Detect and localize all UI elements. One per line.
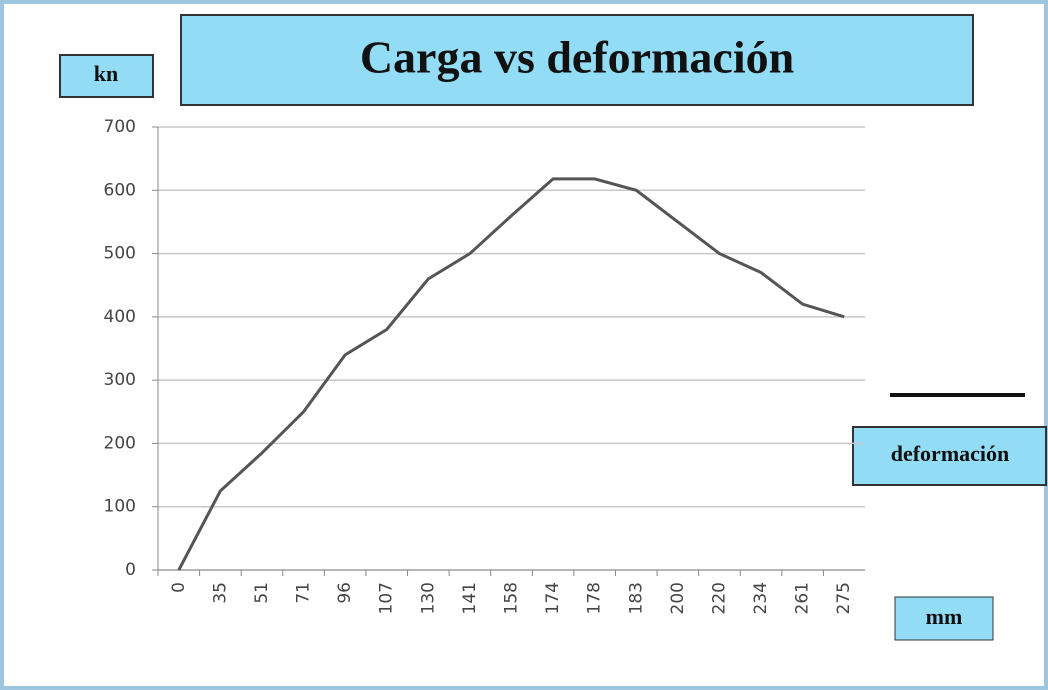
y-tick-label: 100 bbox=[104, 497, 136, 517]
y-tick-label: 700 bbox=[104, 117, 136, 137]
y-label-box bbox=[59, 54, 154, 98]
x-tick-label: 200 bbox=[668, 582, 688, 614]
x-tick-label: 96 bbox=[335, 582, 355, 604]
y-tick-label: 500 bbox=[104, 244, 136, 264]
y-tick-label: 400 bbox=[104, 307, 136, 327]
y-tick-label: 0 bbox=[125, 560, 136, 580]
x-tick-label: 174 bbox=[543, 582, 563, 614]
x-tick-label: 261 bbox=[793, 582, 813, 614]
legend-box bbox=[852, 426, 1047, 486]
y-tick-label: 200 bbox=[104, 433, 136, 453]
x-tick-label: 51 bbox=[252, 582, 272, 604]
x-tick-label: 158 bbox=[502, 582, 522, 614]
x-axis-label: mm bbox=[926, 604, 963, 629]
x-tick-label: 35 bbox=[210, 582, 230, 604]
y-axis-label: kn bbox=[94, 61, 118, 86]
data-line bbox=[177, 177, 845, 571]
x-tick-label: 178 bbox=[585, 582, 605, 614]
chart-title: Carga vs deformación bbox=[360, 32, 794, 83]
y-tick-label: 600 bbox=[104, 180, 136, 200]
x-tick-label: 234 bbox=[751, 582, 771, 614]
y-tick-label: 300 bbox=[104, 370, 136, 390]
x-tick-label: 183 bbox=[626, 582, 646, 614]
x-tick-label: 0 bbox=[169, 582, 189, 593]
x-tick-label: 220 bbox=[709, 582, 729, 614]
x-tick-label: 130 bbox=[418, 582, 438, 614]
x-tick-label: 107 bbox=[377, 582, 397, 614]
x-tick-label: 275 bbox=[834, 582, 854, 614]
x-label-box bbox=[894, 596, 994, 641]
x-tick-label: 141 bbox=[460, 582, 480, 614]
x-tick-label: 71 bbox=[294, 582, 314, 604]
title-box bbox=[180, 14, 974, 106]
legend-label: deformación bbox=[891, 441, 1010, 466]
